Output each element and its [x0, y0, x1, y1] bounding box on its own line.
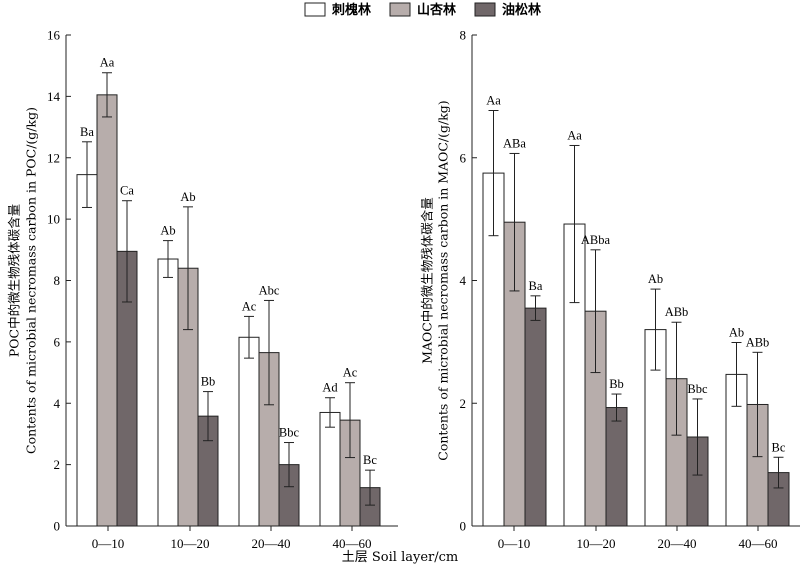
significance-label: Ac [343, 366, 358, 380]
significance-label: Bc [363, 453, 377, 467]
bar [157, 258, 179, 527]
significance-label: Ab [729, 325, 744, 339]
significance-label: Bb [201, 375, 216, 389]
legend-item: 油松林 [474, 2, 541, 18]
y-tick-label: 2 [460, 396, 467, 411]
significance-label: Ca [120, 184, 134, 198]
legend-swatch [474, 2, 496, 17]
y-axis-label-line1: POC中的微生物残体碳含量 [7, 204, 22, 357]
y-tick-label: 6 [460, 150, 467, 165]
y-tick-label: 0 [460, 519, 467, 534]
legend-label: 油松林 [502, 2, 541, 18]
significance-label: Bbc [687, 382, 708, 396]
significance-label: Bb [609, 377, 624, 391]
significance-label: Ba [80, 125, 94, 139]
significance-label: Bc [772, 440, 786, 454]
legend-label: 山杏林 [417, 2, 456, 18]
bar [238, 336, 260, 527]
bar [319, 411, 341, 527]
significance-label: Aa [567, 128, 582, 142]
bar [76, 174, 98, 527]
x-axis-label: 土层 Soil layer/cm [342, 550, 458, 565]
significance-label: ABa [503, 136, 526, 150]
legend-swatch [389, 2, 411, 17]
legend-item: 山杏林 [389, 2, 456, 18]
y-tick-label: 10 [47, 212, 60, 227]
significance-label: Ad [322, 381, 338, 395]
y-tick-label: 0 [54, 519, 61, 534]
significance-label: Ba [529, 279, 543, 293]
x-tick-label: 0—10 [92, 536, 125, 551]
significance-label: Ab [160, 224, 175, 238]
y-tick-label: 12 [47, 150, 60, 165]
bar [96, 94, 118, 527]
significance-label: ABba [581, 233, 611, 247]
y-tick-label: 4 [460, 273, 467, 288]
x-tick-label: 10—20 [577, 536, 616, 551]
significance-label: Abc [259, 283, 280, 297]
legend-swatch [304, 2, 326, 17]
y-tick-label: 14 [47, 89, 61, 104]
significance-label: Ab [648, 272, 663, 286]
x-tick-label: 0—10 [498, 536, 531, 551]
y-tick-label: 16 [47, 28, 61, 43]
significance-label: Bbc [279, 426, 300, 440]
y-axis-label-line2: Contents of microbial necromass carbon i… [436, 100, 451, 460]
bar [605, 407, 628, 527]
y-tick-label: 4 [54, 396, 61, 411]
bar [524, 307, 547, 527]
significance-label: ABb [746, 335, 770, 349]
x-tick-label: 40—60 [333, 536, 372, 551]
chart-panel-1: 0 2 4 6 8 10 12 14 16 0—10 10—20 20—40 40—60 Ba Ab Ac Ad… [7, 28, 398, 551]
significance-label: Aa [100, 56, 115, 70]
x-tick-label: 40—60 [739, 536, 778, 551]
y-tick-label: 6 [54, 334, 61, 349]
significance-label: Ab [180, 190, 195, 204]
legend-label: 刺槐林 [332, 2, 371, 18]
chart-panel-2: 0 2 4 6 8 0—10 10—20 20—40 40—60 Aa Aa Ab Ab ABa ABba A… [420, 28, 800, 551]
y-tick-label: 8 [54, 273, 61, 288]
x-tick-label: 10—20 [171, 536, 210, 551]
y-axis-label-line2: Contents of microbial necromass carbon i… [24, 107, 39, 454]
x-tick-label: 20—40 [252, 536, 291, 551]
x-tick-label: 20—40 [658, 536, 697, 551]
significance-label: Ac [242, 299, 257, 313]
legend-item: 刺槐林 [304, 2, 371, 18]
significance-label: Aa [486, 93, 501, 107]
y-tick-label: 8 [460, 28, 467, 43]
y-axis-label-line1: MAOC中的微生物残体碳含量 [420, 197, 435, 364]
y-tick-label: 2 [54, 457, 61, 472]
significance-label: ABb [665, 305, 689, 319]
